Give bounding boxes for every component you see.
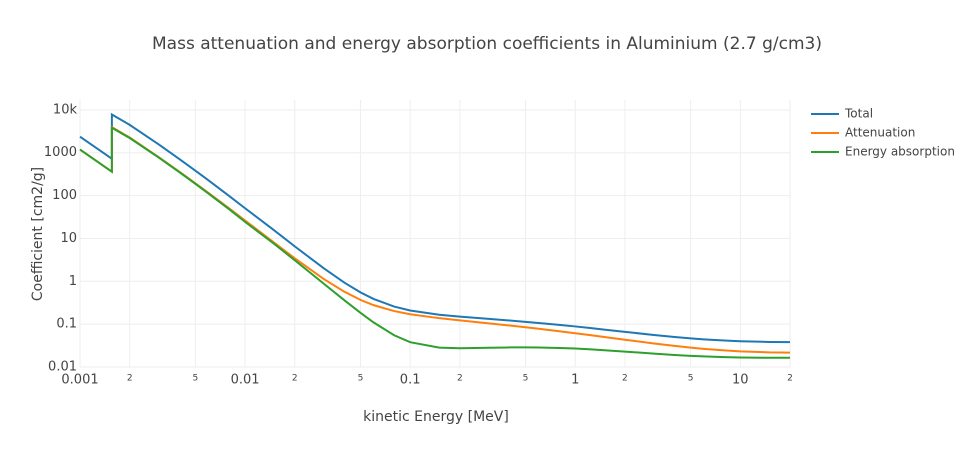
x-tick-label: 2 bbox=[127, 374, 133, 384]
y-tick-label: 10k bbox=[53, 102, 78, 117]
x-tick-label: 0.001 bbox=[61, 373, 98, 388]
x-tick-label: 5 bbox=[688, 374, 694, 384]
series-line bbox=[79, 125, 791, 354]
series-line bbox=[79, 126, 791, 359]
x-axis-label: kinetic Energy [MeV] bbox=[363, 409, 509, 425]
x-tick-label: 2 bbox=[457, 374, 463, 384]
y-tick-label: 10 bbox=[60, 231, 77, 246]
y-tick-label: 100 bbox=[52, 188, 77, 203]
x-tick-label: 0.1 bbox=[400, 373, 421, 388]
chart-title: Mass attenuation and energy absorption c… bbox=[152, 34, 822, 54]
y-tick-label: 0.01 bbox=[48, 360, 77, 375]
x-tick-label: 5 bbox=[358, 374, 364, 384]
x-tick-label: 2 bbox=[622, 374, 628, 384]
legend-label: Energy absorption bbox=[845, 145, 955, 159]
y-tick-label: 1 bbox=[69, 274, 77, 289]
x-tick-label: 5 bbox=[193, 374, 199, 384]
legend-label: Total bbox=[844, 107, 873, 121]
y-tick-label: 0.1 bbox=[56, 317, 77, 332]
x-tick-label: 1 bbox=[571, 373, 579, 388]
x-tick-label: 2 bbox=[787, 374, 793, 384]
x-tick-label: 10 bbox=[732, 373, 749, 388]
y-axis-label: Coefficient [cm2/g] bbox=[30, 167, 46, 301]
series-line bbox=[79, 112, 791, 344]
x-tick-label: 0.01 bbox=[231, 373, 260, 388]
x-tick-label: 2 bbox=[292, 374, 298, 384]
legend-label: Attenuation bbox=[845, 126, 915, 140]
y-tick-label: 1000 bbox=[44, 145, 77, 160]
x-tick-label: 5 bbox=[523, 374, 529, 384]
